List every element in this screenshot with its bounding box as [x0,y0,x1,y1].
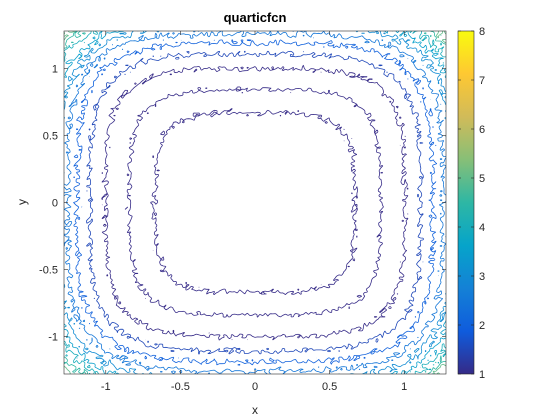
x-axis-label: x [252,403,258,417]
y-tick-label: 0.5 [43,131,58,143]
chart-title: quarticfcn [224,10,287,25]
colorbar-tick-label: 7 [479,75,485,87]
contour-level [150,108,358,296]
colorbar-tick-label: 1 [479,369,485,381]
contour-lines [64,31,446,374]
colorbar-tick-label: 5 [479,173,485,185]
colorbar-tick-label: 6 [479,124,485,136]
x-tick-label: 1 [401,381,407,393]
y-axis-label: y [15,199,29,205]
colorbar-tick-label: 3 [479,271,485,283]
x-tick-label: 0 [252,381,258,393]
plot-area [64,31,446,374]
x-tick-label: -1 [101,381,111,393]
contour-level [101,64,409,341]
colorbar-ticks: 1 2 3 4 5 6 7 8 [458,26,485,381]
contour-level [86,50,424,355]
colorbar-tick-label: 4 [479,222,485,234]
contour-level [64,31,446,374]
x-tick-label: -0.5 [171,381,190,393]
x-axis: -1 -0.5 0 0.5 1 [101,31,407,393]
colorbar [457,30,475,375]
y-tick-label: -1 [48,331,58,343]
y-tick-label: 0 [52,198,58,210]
y-tick-label: -0.5 [39,264,58,276]
contour-level [73,39,438,366]
y-axis: -1 -0.5 0 0.5 1 [39,64,446,343]
colorbar-tick-label: 2 [479,320,485,332]
contour-level [124,86,384,318]
contour-level [64,31,446,374]
colorbar-tick-label: 8 [479,26,485,38]
contour-level [64,31,446,374]
y-tick-label: 1 [52,64,58,76]
x-tick-label: 0.5 [322,381,337,393]
contour-level [64,31,446,374]
